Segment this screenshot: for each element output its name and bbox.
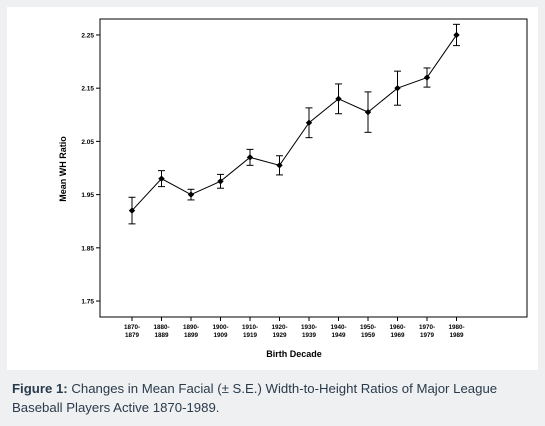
data-point bbox=[305, 119, 313, 126]
data-point bbox=[394, 84, 401, 92]
x-tick-label: 1919 bbox=[243, 332, 258, 339]
x-tick-label: 1920- bbox=[271, 324, 287, 331]
x-axis-label: Birth Decade bbox=[266, 349, 322, 359]
x-tick-label: 1889 bbox=[154, 332, 169, 339]
y-tick-label: 1.75 bbox=[81, 299, 94, 306]
data-point bbox=[187, 191, 195, 198]
plot-frame bbox=[99, 18, 528, 318]
y-tick-label: 1.85 bbox=[81, 245, 94, 252]
x-tick-label: 1880- bbox=[153, 324, 169, 331]
data-point bbox=[276, 162, 283, 169]
x-tick-label: 1979 bbox=[420, 332, 435, 339]
caption-text: Changes in Mean Facial (± S.E.) Width-to… bbox=[12, 381, 498, 415]
x-tick-label: 1960- bbox=[389, 324, 405, 331]
x-tick-label: 1980- bbox=[448, 324, 464, 331]
data-point bbox=[335, 95, 342, 103]
series-line-group bbox=[131, 34, 457, 211]
x-tick-label: 1899 bbox=[184, 332, 199, 339]
y-tick-label: 2.25 bbox=[81, 32, 94, 39]
y-axis-label: Mean WH Ratio bbox=[58, 136, 68, 202]
x-tick-label: 1969 bbox=[390, 332, 405, 339]
error-bars bbox=[128, 23, 460, 225]
x-tick-label: 1890- bbox=[183, 324, 199, 331]
data-markers bbox=[128, 31, 460, 214]
caption-label: Figure 1: bbox=[12, 381, 68, 396]
data-point bbox=[246, 154, 254, 161]
x-tick-label: 1910- bbox=[242, 324, 258, 331]
series-line bbox=[131, 34, 457, 211]
x-tick-label: 1900- bbox=[212, 324, 228, 331]
x-tick-label: 1909 bbox=[213, 332, 228, 339]
figure-panel: 1.75 1.85 1.95 2.05 2.15 2.25 1870- 1879 1880- 1… bbox=[7, 7, 538, 370]
y-axis-ticks: 1.75 1.85 1.95 2.05 2.15 2.25 bbox=[81, 32, 100, 306]
x-tick-label: 1870- bbox=[124, 324, 140, 331]
x-tick-label: 1989 bbox=[449, 332, 464, 339]
plot-area-border bbox=[99, 18, 528, 318]
x-tick-label: 1949 bbox=[331, 332, 346, 339]
x-tick-label: 1940- bbox=[330, 324, 346, 331]
data-point bbox=[128, 207, 136, 214]
y-tick-label: 1.95 bbox=[81, 192, 94, 199]
data-point bbox=[364, 108, 372, 116]
x-tick-label: 1939 bbox=[302, 332, 317, 339]
x-tick-label: 1930- bbox=[301, 324, 317, 331]
x-tick-label: 1929 bbox=[272, 332, 287, 339]
x-tick-label: 1970- bbox=[419, 324, 435, 331]
y-tick-label: 2.05 bbox=[81, 139, 94, 146]
x-tick-label: 1959 bbox=[361, 332, 376, 339]
data-point bbox=[423, 74, 431, 81]
x-tick-label: 1950- bbox=[360, 324, 376, 331]
y-tick-label: 2.15 bbox=[81, 86, 94, 93]
x-axis-ticks: 1870-1879 1880-1889 1890-1899 1900-1909 1910… bbox=[124, 317, 465, 339]
x-tick-label: 1879 bbox=[125, 332, 140, 339]
figure-caption: Figure 1: Changes in Mean Facial (± S.E.… bbox=[12, 379, 537, 417]
data-point bbox=[217, 178, 224, 185]
chart: 1.751.851.952.052.152.25 1870-18791880-1… bbox=[58, 18, 528, 359]
data-point bbox=[158, 175, 165, 182]
data-point bbox=[453, 31, 460, 39]
